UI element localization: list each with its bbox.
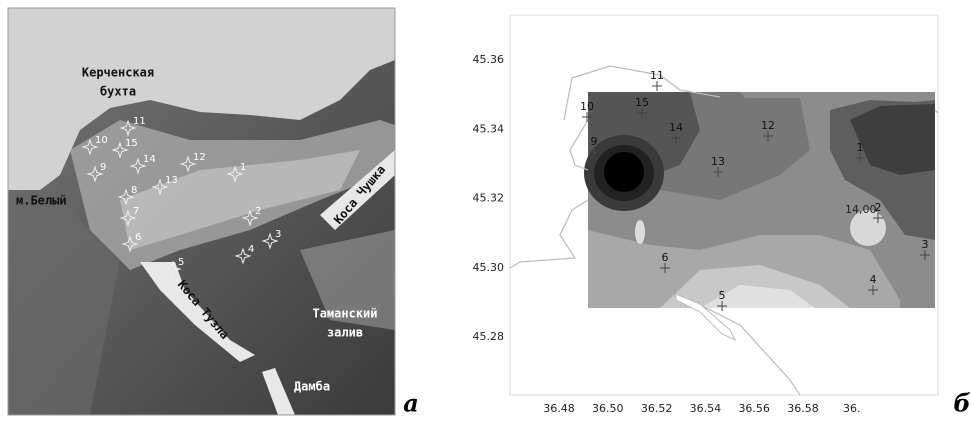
station-marker (179, 155, 197, 173)
station-label: 10 (95, 135, 108, 146)
station-marker (671, 133, 681, 143)
plot-frame (509, 14, 939, 396)
station-label: 15 (635, 96, 649, 109)
station-label: 5 (719, 289, 726, 302)
station-label: 4 (870, 273, 877, 286)
bay-label: Керченская (82, 66, 154, 80)
station-marker (261, 232, 279, 250)
x-tick-label: 36.56 (738, 402, 770, 415)
station-label: 12 (761, 119, 775, 132)
station-marker (234, 247, 252, 265)
y-tick-label: 45.36 (473, 53, 505, 66)
station-marker (589, 147, 599, 157)
y-tick-label: 45.30 (473, 261, 505, 274)
station-marker (920, 250, 930, 260)
station-marker (582, 112, 592, 122)
gulf-label: Таманский (312, 307, 377, 321)
station-label: 3 (922, 238, 929, 251)
y-tick-label: 45.34 (473, 122, 505, 135)
station-label: 3 (275, 229, 281, 240)
image-frame (7, 7, 396, 416)
station-marker (111, 141, 129, 159)
station-marker (86, 165, 104, 183)
station-marker (119, 209, 137, 227)
station-label: 12 (193, 152, 206, 163)
station-label: 2 (875, 201, 882, 214)
x-tick-label: 36.48 (543, 402, 575, 415)
x-tick-label: 36.58 (787, 402, 819, 415)
gulf-label: залив (327, 326, 363, 340)
station-marker (226, 165, 244, 183)
satellite-image (8, 8, 395, 415)
cape-label: м.Белый (16, 194, 67, 208)
station-label: 6 (135, 232, 141, 243)
station-label: 1 (240, 162, 246, 173)
station-marker (763, 131, 773, 141)
station-marker (121, 235, 139, 253)
station-label: 9 (591, 135, 598, 148)
station-marker (117, 188, 135, 206)
panel-label: б (953, 389, 970, 418)
station-label: 4 (248, 244, 254, 255)
station-marker (855, 153, 865, 163)
station-label: 10 (580, 100, 594, 113)
station-label: 5 (178, 257, 184, 268)
x-tick-label: 36.52 (641, 402, 673, 415)
station-marker (717, 301, 727, 311)
station-label: 2 (255, 206, 261, 217)
y-tick-label: 45.28 (473, 330, 505, 343)
station-label: 7 (133, 206, 139, 217)
x-tick-label: 36. (843, 402, 861, 415)
station-label: 13 (711, 155, 725, 168)
station-marker (637, 108, 647, 118)
contour-label: 14,00 (845, 203, 877, 216)
bay-label: бухта (100, 85, 136, 99)
station-marker (241, 209, 259, 227)
station-label: 9 (100, 162, 106, 173)
dam-label: Дамба (294, 380, 330, 394)
station-label: 11 (650, 69, 664, 82)
station-label: 13 (165, 175, 178, 186)
station-marker (713, 167, 723, 177)
station-marker (652, 81, 662, 91)
station-marker (660, 263, 670, 273)
station-marker (119, 119, 137, 137)
station-marker (164, 260, 182, 278)
station-marker (873, 213, 883, 223)
x-tick-label: 36.50 (592, 402, 624, 415)
panel-label: а (403, 389, 419, 418)
y-tick-label: 45.32 (473, 192, 505, 205)
station-label: 15 (125, 138, 138, 149)
station-label: 1 (857, 141, 864, 154)
station-marker (151, 178, 169, 196)
station-marker (81, 138, 99, 156)
station-label: 14 (143, 154, 156, 165)
station-label: 6 (662, 251, 669, 264)
station-marker (129, 157, 147, 175)
contour-map (509, 65, 939, 396)
station-label: 14 (669, 121, 683, 134)
station-label: 11 (133, 116, 146, 127)
station-label: 8 (131, 185, 137, 196)
station-marker (868, 285, 878, 295)
x-tick-label: 36.54 (690, 402, 722, 415)
